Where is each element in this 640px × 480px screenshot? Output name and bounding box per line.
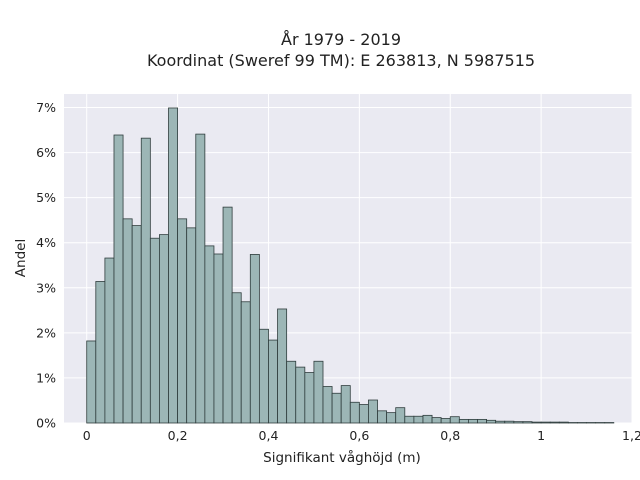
- histogram-bar: [213, 253, 224, 424]
- x-tick-label: 0,8: [440, 428, 460, 443]
- histogram-bar: [513, 421, 524, 424]
- histogram-bar: [258, 328, 269, 424]
- histogram-bar: [377, 410, 388, 424]
- y-tick-label: 4%: [36, 235, 56, 250]
- x-tick-label: 1,2: [622, 428, 640, 443]
- histogram-bar: [113, 134, 124, 424]
- histogram-bar: [558, 421, 569, 424]
- chart-subtitle: Koordinat (Sweref 99 TM): E 263813, N 59…: [147, 51, 535, 70]
- histogram-bar: [140, 137, 151, 424]
- histogram-bar: [240, 301, 251, 424]
- y-axis-ticks: 0% 1% 2% 3% 4% 5% 6% 7%: [36, 100, 56, 430]
- y-tick-label: 0%: [36, 416, 56, 431]
- histogram-bars: [86, 107, 615, 424]
- histogram-bar: [468, 418, 478, 424]
- histogram-bar: [249, 254, 260, 424]
- histogram-bar: [522, 421, 533, 424]
- histogram-bar: [86, 340, 97, 424]
- histogram-bar: [340, 385, 351, 424]
- histogram-bar: [295, 366, 306, 424]
- histogram-bar: [349, 401, 360, 424]
- x-tick-label: 0,6: [349, 428, 369, 443]
- histogram-bar: [177, 218, 188, 424]
- histogram-bar: [122, 218, 133, 424]
- histogram-bar: [277, 308, 288, 424]
- chart-title: År 1979 - 2019: [281, 30, 401, 49]
- histogram-bar: [386, 412, 397, 424]
- x-tick-label: 0: [83, 428, 91, 443]
- histogram-bar: [322, 386, 333, 424]
- histogram-bar: [159, 234, 169, 424]
- y-tick-label: 6%: [36, 145, 56, 160]
- histogram-bar: [104, 257, 115, 424]
- histogram-bar: [540, 421, 551, 424]
- histogram-bar: [477, 418, 487, 424]
- histogram-bar: [95, 281, 106, 424]
- histogram-bar: [449, 416, 460, 424]
- histogram-bar: [486, 419, 497, 424]
- histogram-bar: [268, 339, 278, 424]
- histogram-bar: [195, 133, 206, 424]
- histogram-bar: [413, 415, 424, 424]
- histogram-bar: [313, 360, 324, 424]
- histogram-bar: [186, 227, 197, 424]
- histogram-bar: [395, 407, 406, 424]
- y-tick-label: 5%: [36, 190, 56, 205]
- histogram-bar: [149, 237, 160, 424]
- y-tick-label: 7%: [36, 100, 56, 115]
- y-tick-label: 3%: [36, 280, 56, 295]
- histogram-bar: [222, 206, 233, 424]
- y-axis-label: Andel: [13, 239, 29, 277]
- histogram-bar: [368, 399, 378, 424]
- histogram-bar: [549, 421, 560, 424]
- histogram-bar: [504, 420, 515, 424]
- x-tick-label: 1: [537, 428, 545, 443]
- x-axis-label: Signifikant våghöjd (m): [263, 449, 421, 466]
- histogram-bar: [204, 245, 215, 424]
- histogram-bar: [286, 360, 297, 424]
- histogram-bar: [358, 404, 369, 424]
- y-tick-label: 1%: [36, 370, 56, 385]
- histogram-bar: [331, 392, 342, 424]
- histogram-bar: [531, 421, 542, 424]
- y-tick-label: 2%: [36, 325, 56, 340]
- histogram-bar: [431, 417, 442, 424]
- histogram-bar: [231, 292, 242, 424]
- x-tick-label: 0,2: [168, 428, 188, 443]
- x-tick-label: 0,4: [259, 428, 279, 443]
- x-axis-ticks: 0 0,2 0,4 0,6 0,8 1 1,2: [83, 428, 640, 443]
- histogram-bar: [404, 415, 415, 424]
- histogram-bar: [168, 107, 178, 424]
- histogram-bar: [131, 225, 142, 424]
- histogram-bar: [304, 372, 315, 424]
- histogram-bar: [422, 414, 433, 424]
- histogram-bar: [440, 418, 451, 424]
- histogram-bar: [495, 420, 506, 424]
- histogram-bar: [458, 418, 469, 424]
